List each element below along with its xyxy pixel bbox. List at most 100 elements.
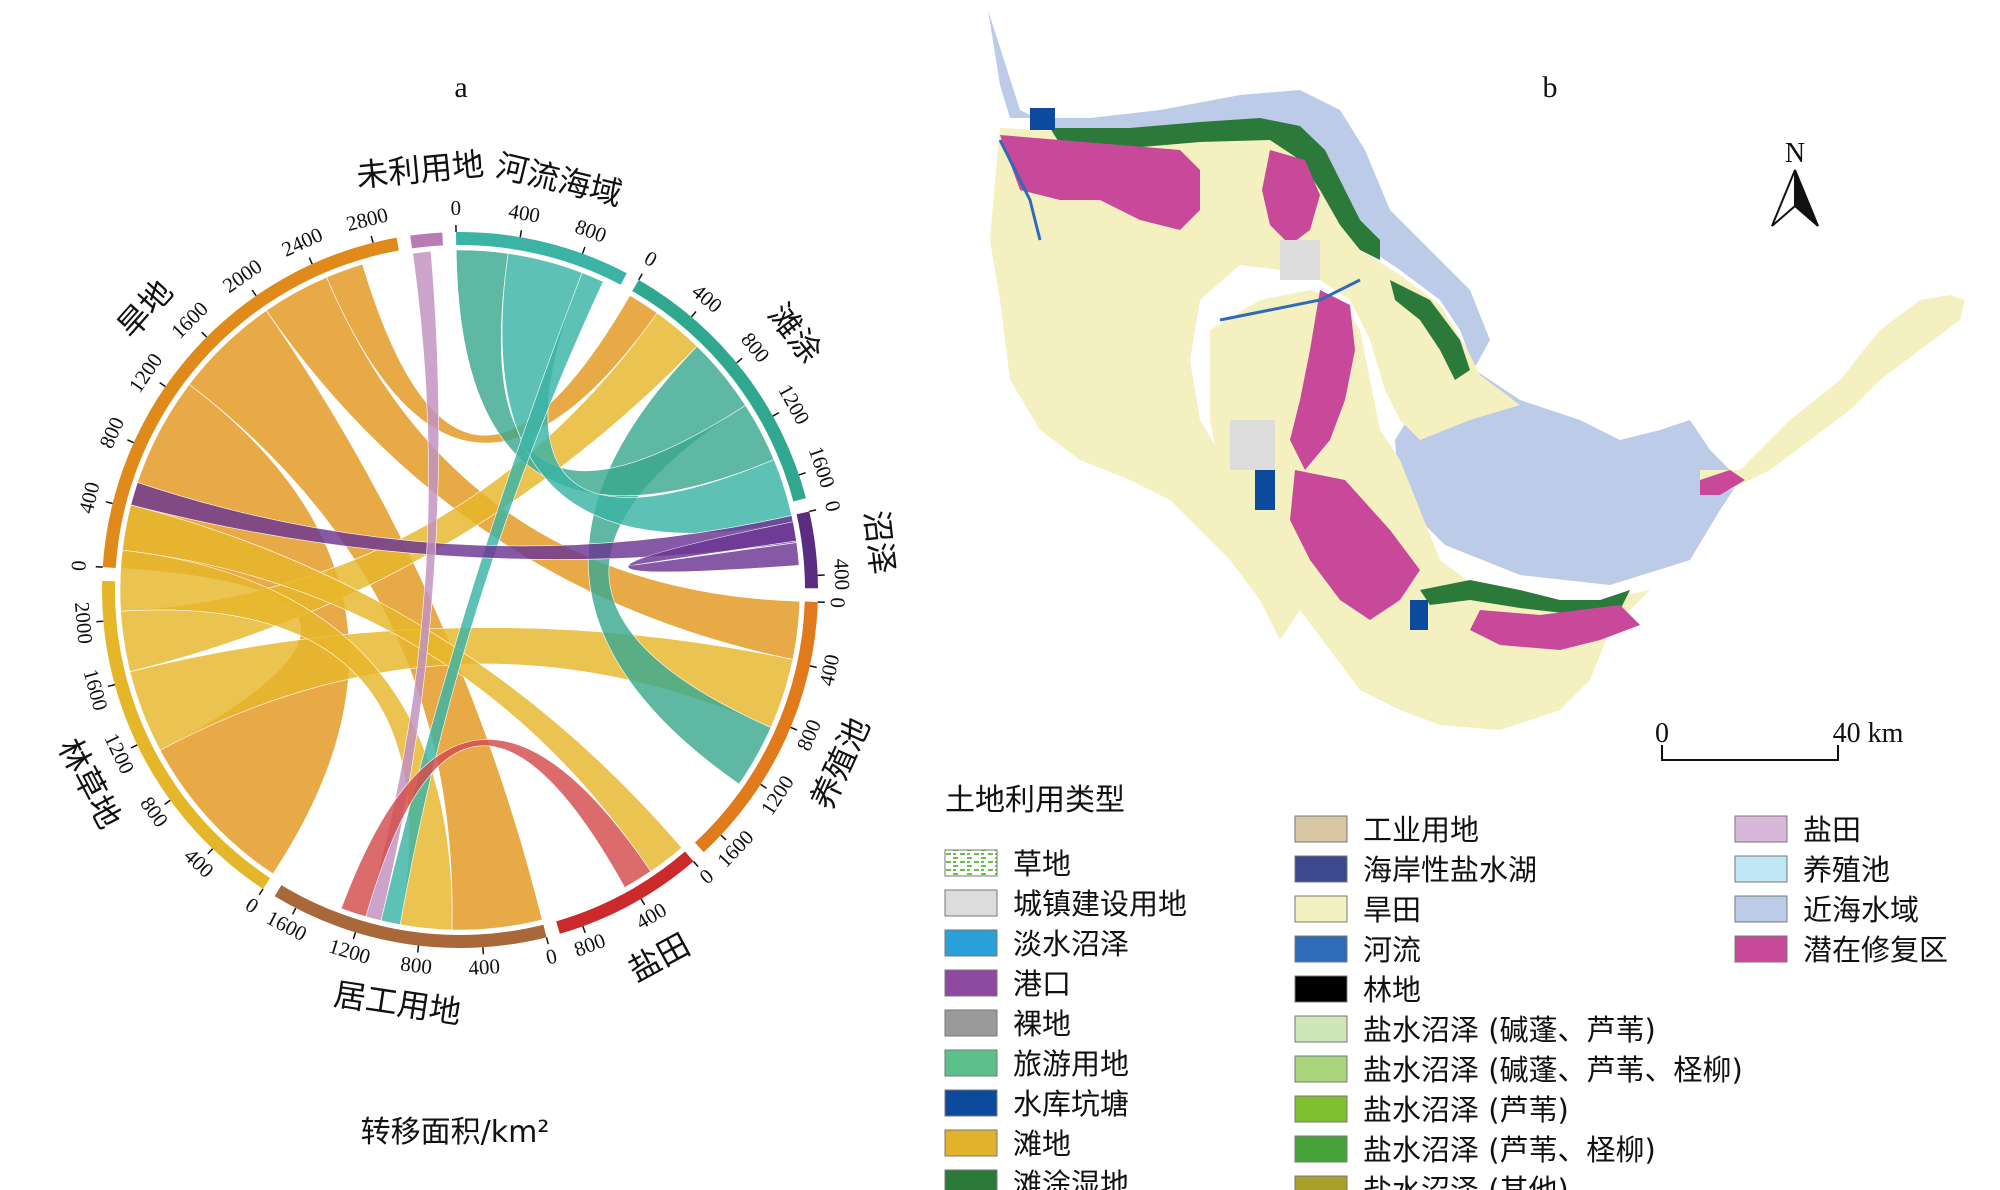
tick-label: 0 (825, 597, 849, 608)
tick-mark (640, 898, 646, 906)
chord-flow (122, 504, 683, 872)
legend-swatch (1294, 935, 1348, 963)
legend-label: 滩地 (1013, 1127, 1071, 1161)
legend-label: 工业用地 (1363, 813, 1479, 847)
restoration-south-west (1290, 470, 1420, 620)
legend-swatch (1294, 1015, 1348, 1043)
tick-label: 2000 (218, 254, 266, 298)
legend-swatch (1294, 1135, 1348, 1163)
tick-mark (291, 907, 297, 915)
tick-mark (638, 273, 643, 281)
tick-label: 800 (736, 328, 775, 368)
legend-label: 海岸性盐水湖 (1363, 853, 1537, 887)
segment-arc (796, 511, 818, 589)
tick-label: 1200 (326, 934, 373, 969)
tick-mark (416, 945, 420, 953)
chord-flow (365, 250, 440, 922)
reservoir-3 (1410, 600, 1428, 630)
river (998, 139, 1361, 322)
tick-label: 1200 (773, 380, 814, 428)
segment-label: 旱地 (110, 273, 181, 346)
legend-swatch (1294, 855, 1348, 883)
tick-mark (107, 683, 115, 688)
legend-label: 旱田 (1363, 893, 1421, 927)
legend-label: 旅游用地 (1013, 1047, 1129, 1081)
tick-label: 800 (792, 716, 826, 754)
legend-label: 近海水域 (1803, 893, 1919, 927)
segment-arc (274, 885, 547, 948)
legend-label: 盐田 (1803, 813, 1861, 847)
chord-flow (265, 276, 801, 660)
panel-b-letter: b (1543, 71, 1558, 104)
segment-label: 未利用地 (355, 145, 486, 195)
legend-swatch (944, 889, 998, 917)
tick-mark (127, 439, 135, 444)
chord-flow (188, 310, 543, 931)
legend-label: 草地 (1013, 847, 1071, 881)
north-arrow-right (1794, 169, 1819, 227)
restoration-south-east (1470, 605, 1640, 650)
legend-swatch (1294, 1095, 1348, 1123)
scale-bar: 0 40 km (1655, 718, 1904, 761)
tick-mark (798, 471, 806, 476)
legend-label: 港口 (1013, 967, 1071, 1001)
segment-label: 沼泽 (857, 508, 902, 576)
chord-flow (455, 249, 775, 497)
legend-label: 盐水沼泽 (碱蓬、芦苇、柽柳) (1363, 1053, 1743, 1087)
tick-label: 800 (572, 214, 610, 247)
north-label: N (1785, 138, 1805, 169)
tick-label: 2800 (344, 203, 391, 236)
tick-mark (790, 726, 798, 731)
chord-flow (119, 549, 453, 931)
segment-label: 居工用地 (331, 975, 463, 1032)
legend-title: 土地利用类型 (945, 783, 1125, 818)
tick-label: 0 (695, 864, 719, 889)
legend-label: 盐水沼泽 (其他) (1363, 1173, 1569, 1190)
restoration-center (1290, 290, 1355, 470)
land-east (1700, 295, 1965, 490)
chord-flow (340, 739, 652, 918)
legend-swatch (944, 929, 998, 957)
tick-label: 800 (399, 952, 433, 979)
tick-label: 400 (507, 199, 542, 228)
tick-mark (692, 860, 699, 868)
urban-area (1230, 420, 1275, 470)
segment-arc (102, 237, 399, 569)
legend-swatch (944, 1089, 998, 1117)
tick-label: 0 (543, 944, 559, 970)
tick-mark (201, 331, 208, 338)
tick-mark (105, 501, 113, 505)
tick-mark (96, 620, 104, 623)
legend-label: 盐水沼泽 (芦苇) (1363, 1093, 1569, 1127)
panel-a-letter: a (454, 71, 467, 104)
restoration-north-east (1262, 150, 1320, 245)
chord-flow (326, 263, 658, 444)
segment-arc (456, 232, 627, 285)
legend-swatch (1294, 815, 1348, 843)
chord-flows (119, 249, 801, 931)
legend-swatch (1294, 1175, 1348, 1190)
tick-label: 800 (571, 928, 609, 961)
legend-swatch (944, 1049, 998, 1077)
segment-arc (556, 851, 694, 934)
legend-label: 养殖池 (1803, 853, 1890, 887)
tick-label: 400 (829, 558, 854, 590)
tick-label: 1600 (804, 443, 840, 490)
legend-label: 城镇建设用地 (1013, 887, 1187, 921)
tick-mark (164, 799, 171, 806)
tick-label: 1200 (100, 729, 140, 777)
axis-title: 转移面积/km² (361, 1115, 550, 1150)
segment-arc (102, 580, 271, 889)
tick-mark (809, 509, 817, 513)
tick-label: 0 (241, 893, 263, 919)
scale-start: 0 (1655, 718, 1669, 749)
north-arrow: N (1771, 138, 1819, 227)
wetland-strip-south (1420, 580, 1630, 615)
tick-mark (251, 289, 257, 297)
legend-swatch (1294, 975, 1348, 1003)
tick-label: 400 (468, 954, 501, 980)
tick-mark (772, 411, 780, 417)
tick-mark (207, 848, 214, 855)
legend-label: 潜在修复区 (1803, 933, 1948, 967)
